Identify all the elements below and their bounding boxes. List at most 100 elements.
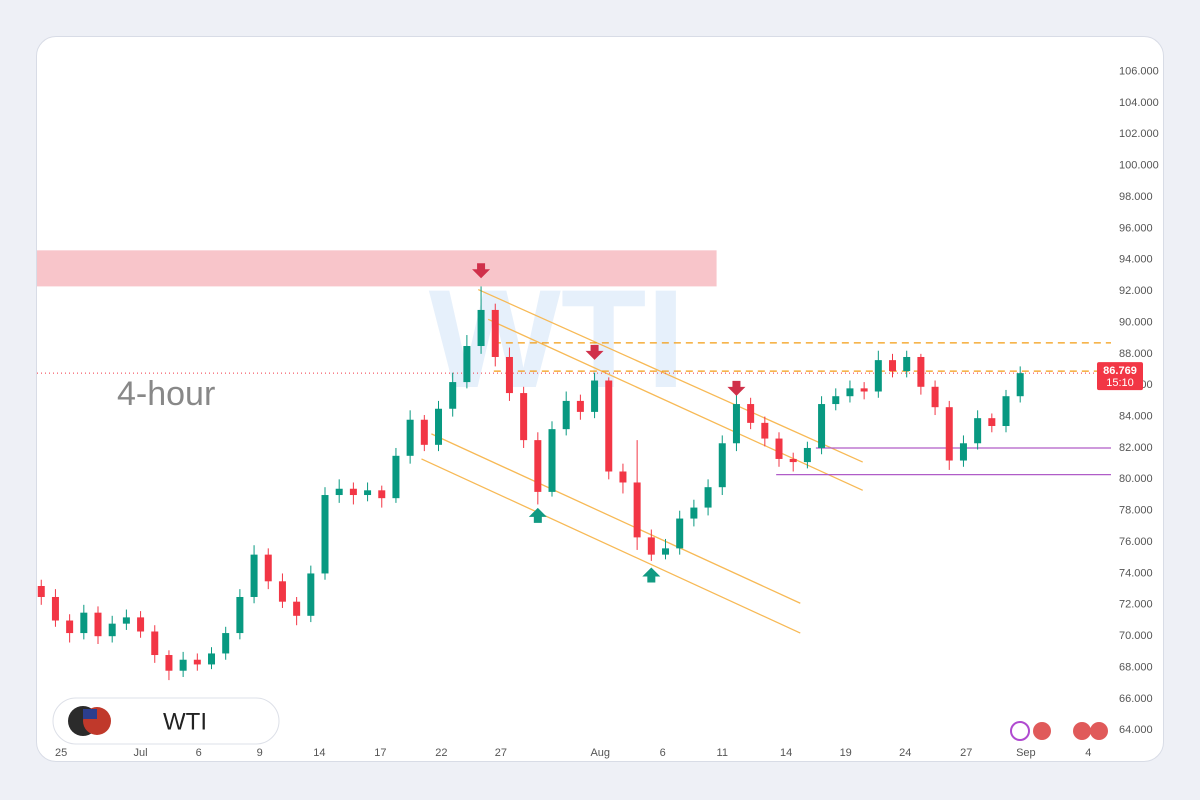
candle-body [803, 447, 811, 463]
y-tick-label: 84.000 [1119, 411, 1153, 423]
x-tick-label: 24 [899, 747, 911, 759]
resistance-zone [37, 250, 717, 287]
candle-body [889, 360, 897, 372]
candle-body [264, 554, 272, 582]
candle-body [732, 404, 740, 444]
x-tick-label: 6 [660, 747, 666, 759]
candle-body [576, 400, 584, 412]
candle-body [903, 356, 911, 372]
candle-body [335, 488, 343, 496]
price-box-value: 86.769 [1103, 365, 1137, 377]
x-tick-label: 27 [960, 747, 972, 759]
y-tick-label: 106.000 [1119, 65, 1159, 77]
candle-body [988, 418, 996, 427]
signal-arrow [642, 567, 661, 583]
candle-body [1016, 373, 1024, 397]
candle-body [208, 653, 216, 665]
candle-body [747, 404, 755, 423]
candle-body [477, 309, 485, 347]
x-tick-label: 11 [717, 747, 728, 759]
candle-body [307, 573, 315, 616]
symbol-label: WTI [163, 708, 207, 735]
price-box-countdown: 15:10 [1106, 377, 1134, 389]
channel-line [421, 458, 801, 634]
y-tick-label: 74.000 [1119, 567, 1153, 579]
y-tick-label: 92.000 [1119, 285, 1153, 297]
candle-body [449, 382, 457, 409]
y-tick-label: 66.000 [1119, 693, 1153, 705]
plot [37, 250, 1111, 681]
candle-body [1002, 396, 1010, 427]
candle-body [222, 633, 230, 654]
event-icons[interactable] [1010, 721, 1108, 741]
candle-body [562, 400, 570, 430]
icon [1073, 722, 1091, 740]
candle-body [662, 548, 670, 555]
icon [1010, 721, 1030, 741]
candle-body [520, 393, 528, 441]
y-tick-label: 96.000 [1119, 222, 1153, 234]
flag-canton [83, 709, 97, 719]
y-tick-label: 104.000 [1119, 97, 1159, 109]
candle-body [505, 356, 513, 394]
x-tick-label: 19 [840, 747, 852, 759]
candle-body [37, 586, 45, 597]
candle-body [349, 488, 357, 496]
x-tick-label: 6 [196, 747, 202, 759]
candle-body [137, 617, 145, 632]
channel-line [487, 318, 863, 491]
candle-body [874, 360, 882, 392]
y-tick-label: 94.000 [1119, 254, 1153, 266]
candle-body [80, 612, 88, 634]
candle-body [108, 623, 116, 637]
candle-body [250, 554, 258, 597]
candle-body [846, 388, 854, 397]
x-tick-label: 14 [313, 747, 325, 759]
pill-bg [52, 697, 280, 745]
candle-body [165, 655, 173, 671]
candle-body [406, 419, 414, 456]
candle-body [293, 601, 301, 616]
x-tick-label: 9 [257, 747, 263, 759]
candle-body [690, 507, 698, 519]
candle-body [931, 386, 939, 408]
candle-body [619, 471, 627, 483]
price-box [1097, 362, 1143, 391]
candle-body [179, 659, 187, 671]
candle-body [51, 596, 59, 621]
signal-arrow [472, 263, 491, 279]
candle-body [94, 612, 102, 637]
y-tick-label: 68.000 [1119, 661, 1153, 673]
candle-body [917, 356, 925, 387]
y-tick-label: 90.000 [1119, 316, 1153, 328]
x-tick-label: Sep [1016, 747, 1036, 759]
candle-body [435, 408, 443, 445]
candle-body [151, 631, 159, 656]
candle-body [633, 482, 641, 538]
candle-body [761, 422, 769, 439]
y-tick-label: 76.000 [1119, 536, 1153, 548]
y-tick-label: 98.000 [1119, 191, 1153, 203]
x-tick-label: 25 [55, 747, 67, 759]
y-tick-label: 100.000 [1119, 160, 1159, 172]
icon [1090, 722, 1108, 740]
symbol-pill[interactable]: WTI [52, 697, 280, 745]
candle-body [676, 518, 684, 549]
x-tick-label: 4 [1085, 747, 1091, 759]
y-tick-label: 88.000 [1119, 348, 1153, 360]
candle-body [193, 659, 201, 665]
candle-body [704, 487, 712, 508]
x-tick-label: 14 [780, 747, 792, 759]
channel-line [431, 433, 801, 604]
x-tick-label: 17 [374, 747, 386, 759]
candle-body [818, 404, 826, 448]
candle-body [789, 458, 797, 463]
channel-line [477, 288, 863, 463]
x-tick-label: Jul [134, 747, 148, 759]
candle-body [860, 388, 868, 392]
candle-body [974, 418, 982, 444]
candle-body [122, 617, 130, 624]
x-tick-label: Aug [590, 747, 610, 759]
timeframe-label: 4-hour [117, 375, 215, 413]
